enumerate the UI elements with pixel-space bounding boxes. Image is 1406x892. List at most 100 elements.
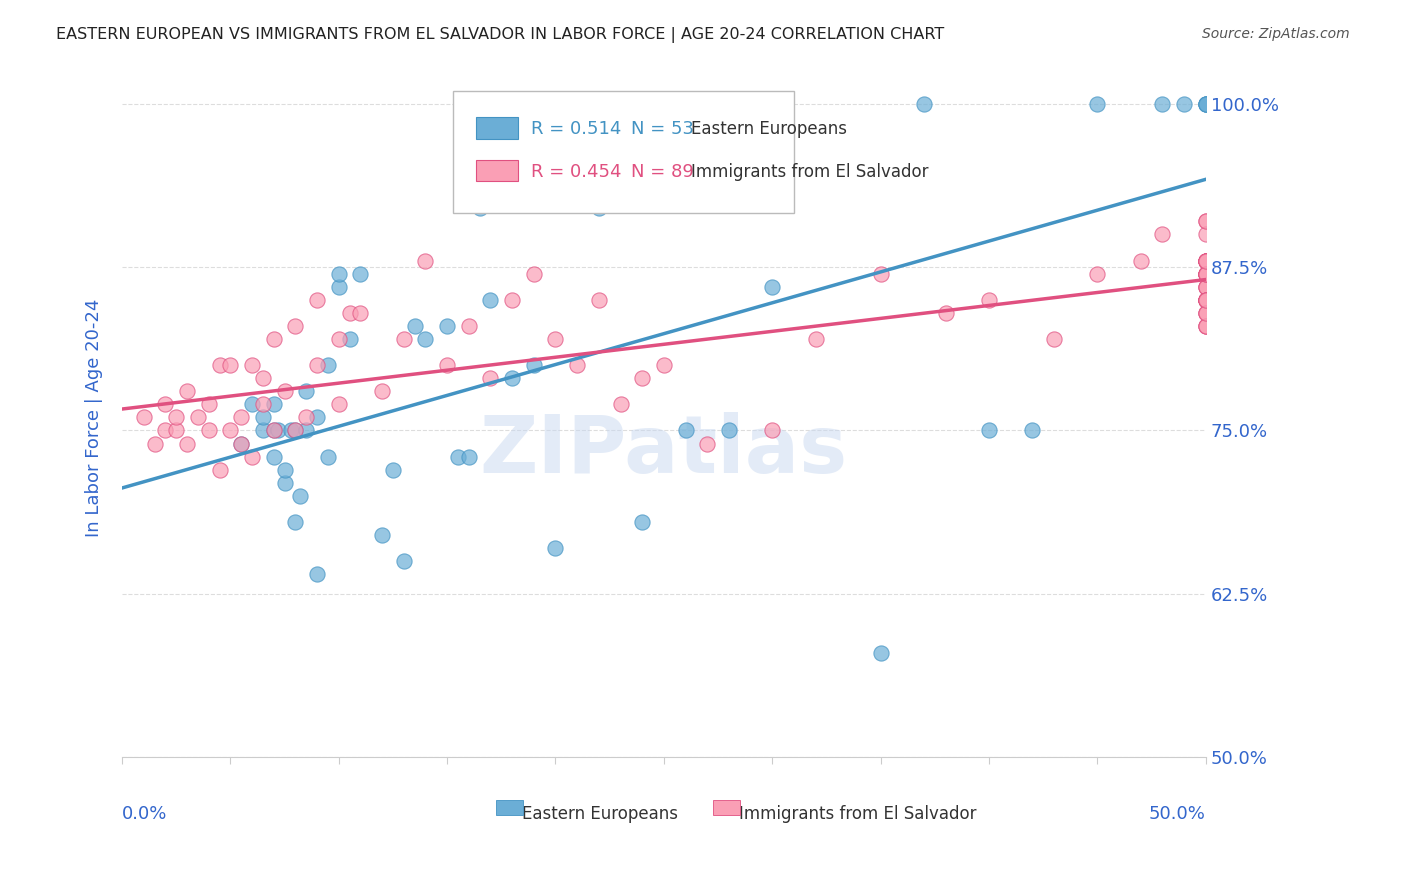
- Point: [1195, 253, 1218, 268]
- Point: [1195, 267, 1218, 281]
- Point: [1195, 253, 1218, 268]
- Text: ZIPatlas: ZIPatlas: [479, 412, 848, 491]
- Text: Eastern Europeans: Eastern Europeans: [690, 120, 846, 138]
- Point: [219, 424, 242, 438]
- Text: Immigrants from El Salvador: Immigrants from El Salvador: [718, 805, 977, 823]
- Point: [240, 397, 263, 411]
- Point: [869, 267, 891, 281]
- Point: [392, 332, 415, 346]
- FancyBboxPatch shape: [496, 800, 523, 815]
- Point: [284, 424, 307, 438]
- Point: [457, 318, 479, 333]
- Point: [652, 358, 675, 372]
- Point: [1195, 306, 1218, 320]
- Point: [1195, 318, 1218, 333]
- Point: [1085, 267, 1108, 281]
- Point: [263, 450, 285, 464]
- Point: [588, 201, 610, 215]
- Point: [328, 267, 350, 281]
- Point: [252, 410, 274, 425]
- Point: [523, 267, 546, 281]
- Point: [252, 371, 274, 385]
- Text: R = 0.514: R = 0.514: [530, 120, 621, 138]
- Point: [1195, 214, 1218, 228]
- Point: [339, 332, 361, 346]
- Point: [280, 424, 302, 438]
- Point: [1195, 267, 1218, 281]
- Text: Eastern Europeans: Eastern Europeans: [502, 805, 678, 823]
- Point: [1195, 96, 1218, 111]
- Point: [1195, 293, 1218, 307]
- Point: [307, 410, 329, 425]
- Point: [1195, 96, 1218, 111]
- Text: N = 89: N = 89: [631, 163, 695, 181]
- Point: [273, 475, 295, 490]
- Point: [501, 371, 523, 385]
- Point: [307, 567, 329, 582]
- Point: [197, 397, 219, 411]
- Point: [284, 515, 307, 529]
- Point: [197, 424, 219, 438]
- Point: [208, 358, 231, 372]
- Point: [1021, 424, 1043, 438]
- Point: [675, 424, 697, 438]
- Point: [717, 424, 740, 438]
- Point: [609, 397, 631, 411]
- Point: [404, 318, 426, 333]
- Point: [1195, 293, 1218, 307]
- Point: [1195, 96, 1218, 111]
- Point: [544, 541, 567, 556]
- Point: [165, 424, 187, 438]
- Point: [415, 332, 437, 346]
- Point: [1195, 253, 1218, 268]
- Point: [457, 450, 479, 464]
- Point: [696, 436, 718, 450]
- Point: [1195, 293, 1218, 307]
- Point: [155, 424, 177, 438]
- Point: [1152, 227, 1174, 242]
- Point: [436, 358, 458, 372]
- Point: [1195, 96, 1218, 111]
- Point: [267, 424, 290, 438]
- Point: [295, 424, 318, 438]
- Point: [1195, 253, 1218, 268]
- Point: [132, 410, 155, 425]
- Text: Immigrants from El Salvador: Immigrants from El Salvador: [690, 163, 928, 181]
- Point: [1195, 214, 1218, 228]
- Point: [316, 450, 339, 464]
- Point: [1195, 318, 1218, 333]
- Point: [631, 515, 654, 529]
- Point: [415, 253, 437, 268]
- Point: [288, 489, 311, 503]
- Point: [1195, 279, 1218, 293]
- Text: EASTERN EUROPEAN VS IMMIGRANTS FROM EL SALVADOR IN LABOR FORCE | AGE 20-24 CORRE: EASTERN EUROPEAN VS IMMIGRANTS FROM EL S…: [56, 27, 945, 43]
- Point: [761, 424, 783, 438]
- Point: [263, 424, 285, 438]
- Point: [392, 554, 415, 568]
- Point: [231, 436, 253, 450]
- Text: R = 0.454: R = 0.454: [530, 163, 621, 181]
- Point: [328, 332, 350, 346]
- Point: [143, 436, 166, 450]
- Point: [263, 332, 285, 346]
- Point: [284, 424, 307, 438]
- Point: [307, 358, 329, 372]
- Point: [804, 332, 827, 346]
- FancyBboxPatch shape: [713, 800, 740, 815]
- FancyBboxPatch shape: [477, 117, 517, 138]
- Point: [501, 293, 523, 307]
- Text: Source: ZipAtlas.com: Source: ZipAtlas.com: [1202, 27, 1350, 41]
- Point: [761, 279, 783, 293]
- Point: [912, 96, 935, 111]
- Point: [240, 358, 263, 372]
- Point: [252, 397, 274, 411]
- Point: [1195, 267, 1218, 281]
- Point: [187, 410, 209, 425]
- Point: [436, 318, 458, 333]
- Point: [155, 397, 177, 411]
- Point: [295, 384, 318, 399]
- Point: [240, 450, 263, 464]
- Point: [1195, 267, 1218, 281]
- Point: [479, 371, 502, 385]
- Point: [977, 293, 1000, 307]
